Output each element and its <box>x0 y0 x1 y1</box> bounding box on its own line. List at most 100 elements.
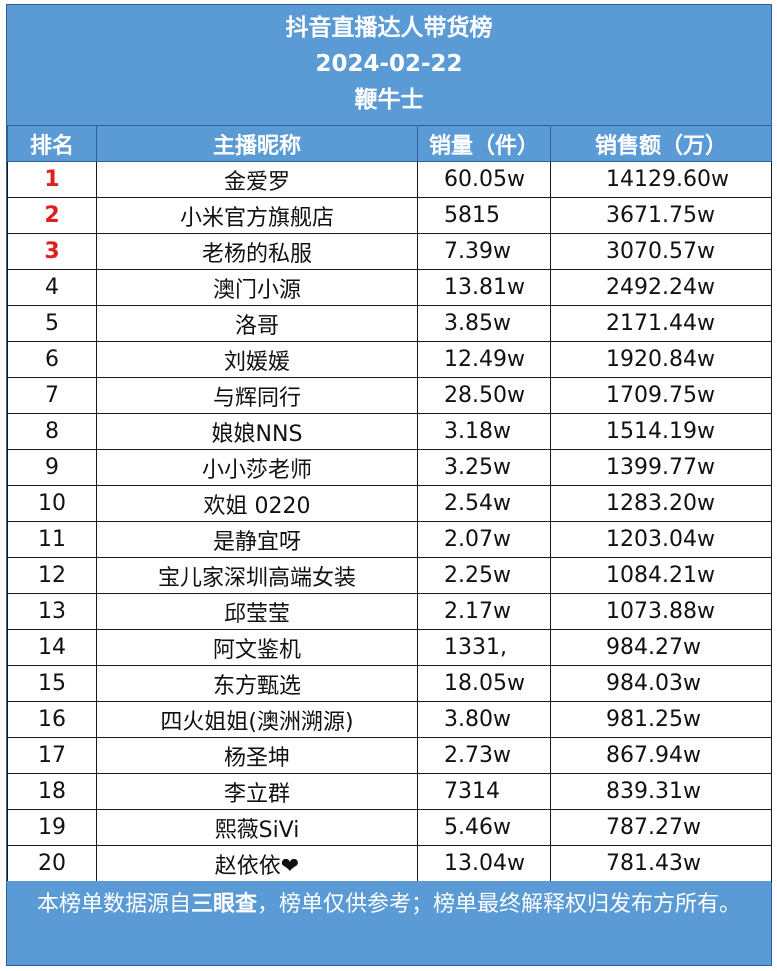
rank-cell: 5 <box>7 305 97 342</box>
sales-volume-cell: 13.04w <box>417 845 551 882</box>
table-row: 13 邱莹莹 2.17w 1073.88w <box>7 593 772 630</box>
table-row: 5 洛哥 3.85w 2171.44w <box>7 305 772 342</box>
rank-cell: 18 <box>7 773 97 810</box>
rank-cell: 8 <box>7 413 97 450</box>
sales-amount-cell: 1709.75w <box>550 377 772 414</box>
header-sales-amount: 销售额（万） <box>550 126 772 162</box>
table-row: 15 东方甄选 18.05w 984.03w <box>7 665 772 702</box>
chart-date: 2024-02-22 <box>315 51 463 77</box>
name-cell: 小小莎老师 <box>96 449 418 486</box>
chart-publisher: 鞭牛士 <box>354 87 424 113</box>
name-cell: 四火姐姐(澳洲溯源) <box>96 701 418 738</box>
name-cell: 娘娘NNS <box>96 413 418 450</box>
sales-amount-cell: 2171.44w <box>550 305 772 342</box>
sales-volume-cell: 2.25w <box>417 557 551 594</box>
sales-volume-cell: 3.25w <box>417 449 551 486</box>
rank-cell: 4 <box>7 269 97 306</box>
rank-cell: 1 <box>7 161 97 198</box>
footer-text-1: 本榜单数据源自 <box>36 892 191 917</box>
sales-amount-cell: 1399.77w <box>550 449 772 486</box>
table-row: 1 金爱罗 60.05w 14129.60w <box>7 161 772 198</box>
name-cell: 李立群 <box>96 773 418 810</box>
table-row: 7 与辉同行 28.50w 1709.75w <box>7 377 772 414</box>
rank-cell: 9 <box>7 449 97 486</box>
sales-volume-cell: 3.80w <box>417 701 551 738</box>
ranking-rows: 1 金爱罗 60.05w 14129.60w 2 小米官方旗舰店 5815 3671.75w 3… <box>7 161 772 882</box>
sales-amount-cell: 3671.75w <box>550 197 772 234</box>
name-cell: 刘媛媛 <box>96 341 418 378</box>
table-row: 19 熙薇SiVi 5.46w 787.27w <box>7 809 772 846</box>
footer-note: 本榜单数据源自三眼查，榜单仅供参考；榜单最终解释权归发布方所有。 <box>7 881 771 965</box>
rank-cell: 14 <box>7 629 97 666</box>
sales-amount-cell: 1073.88w <box>550 593 772 630</box>
sales-volume-cell: 5815 <box>417 197 551 234</box>
sales-volume-cell: 2.07w <box>417 521 551 558</box>
sales-volume-cell: 60.05w <box>417 161 551 198</box>
sales-amount-cell: 1084.21w <box>550 557 772 594</box>
table-row: 3 老杨的私服 7.39w 3070.57w <box>7 233 772 270</box>
sales-volume-cell: 2.73w <box>417 737 551 774</box>
rank-cell: 17 <box>7 737 97 774</box>
name-cell: 澳门小源 <box>96 269 418 306</box>
rank-cell: 20 <box>7 845 97 882</box>
table-row: 9 小小莎老师 3.25w 1399.77w <box>7 449 772 486</box>
sales-volume-cell: 7314 <box>417 773 551 810</box>
sales-amount-cell: 787.27w <box>550 809 772 846</box>
footer-text-2: ，榜单仅供参考；榜单最终解释权归发布方所有。 <box>257 892 742 917</box>
ranking-table: 排名 主播昵称 销量（件） 销售额（万） 1 金爱罗 60.05w 14129.60w… <box>7 126 772 882</box>
sales-amount-cell: 1920.84w <box>550 341 772 378</box>
table-row: 16 四火姐姐(澳洲溯源) 3.80w 981.25w <box>7 701 772 738</box>
name-cell: 邱莹莹 <box>96 593 418 630</box>
name-cell: 熙薇SiVi <box>96 809 418 846</box>
table-row: 4 澳门小源 13.81w 2492.24w <box>7 269 772 306</box>
name-cell: 是静宜呀 <box>96 521 418 558</box>
ranking-sheet: 抖音直播达人带货榜 2024-02-22 鞭牛士 排名 主播昵称 销量（件） 销… <box>6 4 772 966</box>
table-row: 2 小米官方旗舰店 5815 3671.75w <box>7 197 772 234</box>
table-row: 18 李立群 7314 839.31w <box>7 773 772 810</box>
rank-cell: 6 <box>7 341 97 378</box>
sales-amount-cell: 984.03w <box>550 665 772 702</box>
name-cell: 东方甄选 <box>96 665 418 702</box>
rank-cell: 15 <box>7 665 97 702</box>
title-block: 抖音直播达人带货榜 2024-02-22 鞭牛士 <box>7 5 771 126</box>
sales-volume-cell: 5.46w <box>417 809 551 846</box>
header-sales-volume: 销量（件） <box>417 126 551 162</box>
sales-volume-cell: 3.18w <box>417 413 551 450</box>
sales-amount-cell: 867.94w <box>550 737 772 774</box>
sales-volume-cell: 7.39w <box>417 233 551 270</box>
table-row: 14 阿文鉴机 1331, 984.27w <box>7 629 772 666</box>
name-cell: 老杨的私服 <box>96 233 418 270</box>
name-cell: 小米官方旗舰店 <box>96 197 418 234</box>
header-row: 排名 主播昵称 销量（件） 销售额（万） <box>7 126 772 162</box>
sales-volume-cell: 3.85w <box>417 305 551 342</box>
sales-amount-cell: 981.25w <box>550 701 772 738</box>
name-cell: 赵依依❤ <box>96 845 418 882</box>
name-cell: 杨圣坤 <box>96 737 418 774</box>
sales-volume-cell: 2.17w <box>417 593 551 630</box>
rank-cell: 2 <box>7 197 97 234</box>
table-row: 11 是静宜呀 2.07w 1203.04w <box>7 521 772 558</box>
rank-cell: 3 <box>7 233 97 270</box>
name-cell: 与辉同行 <box>96 377 418 414</box>
sales-volume-cell: 2.54w <box>417 485 551 522</box>
sales-volume-cell: 1331, <box>417 629 551 666</box>
rank-cell: 16 <box>7 701 97 738</box>
sales-amount-cell: 1283.20w <box>550 485 772 522</box>
name-cell: 阿文鉴机 <box>96 629 418 666</box>
chart-title: 抖音直播达人带货榜 <box>285 15 493 41</box>
rank-cell: 13 <box>7 593 97 630</box>
name-cell: 宝儿家深圳高端女装 <box>96 557 418 594</box>
name-cell: 金爱罗 <box>96 161 418 198</box>
table-row: 17 杨圣坤 2.73w 867.94w <box>7 737 772 774</box>
name-cell: 洛哥 <box>96 305 418 342</box>
header-name: 主播昵称 <box>96 126 418 162</box>
table-row: 8 娘娘NNS 3.18w 1514.19w <box>7 413 772 450</box>
name-cell: 欢姐 0220 <box>96 485 418 522</box>
sales-amount-cell: 1203.04w <box>550 521 772 558</box>
table-row: 6 刘媛媛 12.49w 1920.84w <box>7 341 772 378</box>
footer-source: 三眼查 <box>190 892 257 917</box>
table-row: 12 宝儿家深圳高端女装 2.25w 1084.21w <box>7 557 772 594</box>
table-row: 20 赵依依❤ 13.04w 781.43w <box>7 845 772 882</box>
rank-cell: 7 <box>7 377 97 414</box>
table-row: 10 欢姐 0220 2.54w 1283.20w <box>7 485 772 522</box>
